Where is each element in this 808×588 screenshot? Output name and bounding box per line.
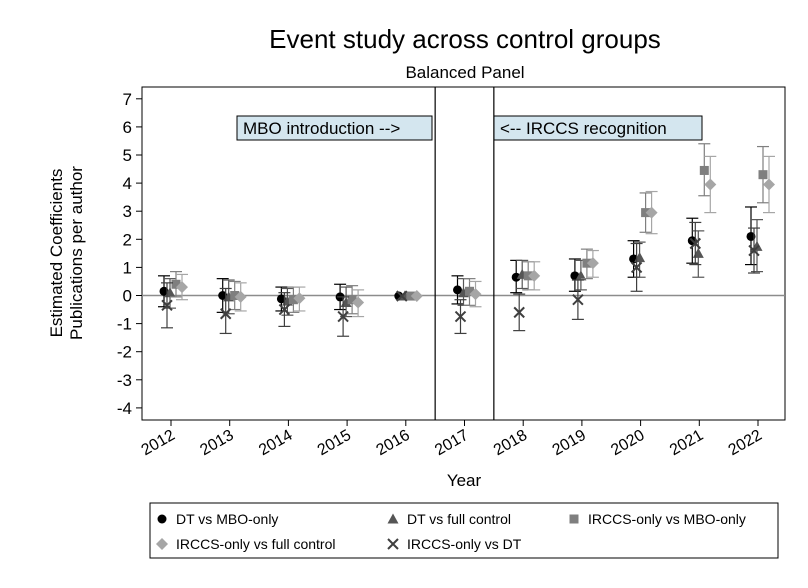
data-point xyxy=(293,292,306,305)
data-point xyxy=(758,170,768,180)
data-point xyxy=(337,310,349,323)
y-tick-label: -1 xyxy=(117,315,132,334)
legend-entry: IRCCS-only vs MBO-only xyxy=(569,511,746,527)
legend-label: IRCCS-only vs full control xyxy=(176,536,336,552)
x-tick-label: 2016 xyxy=(373,427,412,460)
y-axis: 7 6 5 4 3 2 1 0 -1 -2 -3 -4 xyxy=(117,90,142,418)
y-tick-label: -2 xyxy=(117,343,132,362)
y-tick-label: 4 xyxy=(123,174,132,193)
data-point xyxy=(410,290,423,303)
data-point xyxy=(171,279,181,289)
data-point xyxy=(347,295,357,305)
data-point xyxy=(645,206,658,219)
legend-entry: IRCCS-only vs DT xyxy=(387,536,522,552)
y-tick-label: 7 xyxy=(123,90,132,109)
plot-area xyxy=(141,86,786,421)
data-point xyxy=(689,237,702,250)
legend-box xyxy=(149,502,779,559)
data-point xyxy=(276,294,286,304)
data-point xyxy=(396,290,408,302)
legend-label: IRCCS-only vs MBO-only xyxy=(588,511,746,527)
data-point xyxy=(575,270,587,281)
legend-marker xyxy=(387,513,399,524)
x-tick-label: 2020 xyxy=(608,427,647,460)
legend-label: IRCCS-only vs DT xyxy=(407,536,522,552)
data-point xyxy=(746,231,756,241)
x-axis: 2012 2013 2014 2015 2016 2017 2018 2019 2020 2021… xyxy=(139,420,765,459)
legend-marker xyxy=(156,538,168,550)
x-tick-label: 2022 xyxy=(726,427,765,460)
data-point xyxy=(586,257,599,270)
data-point xyxy=(288,295,298,305)
y-tick-label: 2 xyxy=(123,230,132,249)
x-tick-label: 2018 xyxy=(491,427,530,460)
data-point xyxy=(630,261,643,274)
data-point xyxy=(511,272,521,282)
data-point xyxy=(513,306,525,319)
data-point xyxy=(699,165,709,175)
x-tick-label: 2015 xyxy=(315,427,354,460)
y-tick-label: -3 xyxy=(117,371,132,390)
x-tick-label: 2012 xyxy=(139,427,178,460)
x-tick-label: 2013 xyxy=(197,427,236,460)
y-tick-label: 6 xyxy=(123,118,132,137)
data-point xyxy=(278,303,291,316)
legend-entry: IRCCS-only vs full control xyxy=(156,536,336,552)
data-series xyxy=(158,143,775,337)
data-point xyxy=(234,290,247,303)
annotation-irccs: <-- IRCCS recognition xyxy=(493,115,703,141)
data-point xyxy=(528,269,541,282)
x-tick-label: 2021 xyxy=(667,427,706,460)
y-tick-label: 3 xyxy=(123,202,132,221)
legend-marker xyxy=(569,514,579,524)
y-tick-label: -4 xyxy=(117,399,132,418)
data-point xyxy=(572,294,584,306)
y-tick-label: 0 xyxy=(123,287,132,306)
chart-subtitle: Balanced Panel xyxy=(405,63,524,82)
data-point xyxy=(176,281,188,294)
legend-marker xyxy=(157,514,167,524)
data-point xyxy=(161,299,173,312)
data-point xyxy=(454,310,467,323)
y-tick-label: 5 xyxy=(123,146,132,165)
legend: DT vs MBO-only DT vs full control IRCCS-on… xyxy=(149,502,779,559)
annotation-mbo-text: MBO introduction --> xyxy=(243,119,400,138)
series-irccs-only-vs-full-control xyxy=(176,155,775,318)
annotation-mbo: MBO introduction --> xyxy=(236,115,433,141)
x-axis-label: Year xyxy=(447,471,482,490)
chart-title: Event study across control groups xyxy=(269,24,661,54)
data-point xyxy=(469,288,482,301)
y-axis-label-line-1: Estimated Coefficients xyxy=(47,169,66,338)
annotation-irccs-text: <-- IRCCS recognition xyxy=(500,119,667,138)
legend-marker xyxy=(387,538,399,550)
x-tick-label: 2014 xyxy=(256,427,295,460)
data-point xyxy=(352,296,365,309)
y-tick-label: 1 xyxy=(123,258,132,277)
data-point xyxy=(748,244,760,257)
data-point xyxy=(218,291,228,300)
legend-label: DT vs full control xyxy=(407,511,511,527)
x-tick-label: 2019 xyxy=(550,427,589,460)
x-tick-label: 2017 xyxy=(432,427,471,460)
legend-entry: DT vs MBO-only xyxy=(157,511,278,527)
legend-entry: DT vs full control xyxy=(387,511,511,527)
data-point xyxy=(763,178,775,191)
data-point xyxy=(219,308,232,320)
data-point xyxy=(453,285,462,295)
data-point xyxy=(704,178,717,191)
data-point xyxy=(159,286,169,296)
legend-label: DT vs MBO-only xyxy=(176,511,278,527)
y-axis-label-line-2: Publications per author xyxy=(67,166,86,340)
series-irccs-only-vs-dt xyxy=(161,221,760,337)
data-point xyxy=(465,286,474,296)
data-point xyxy=(230,291,240,300)
